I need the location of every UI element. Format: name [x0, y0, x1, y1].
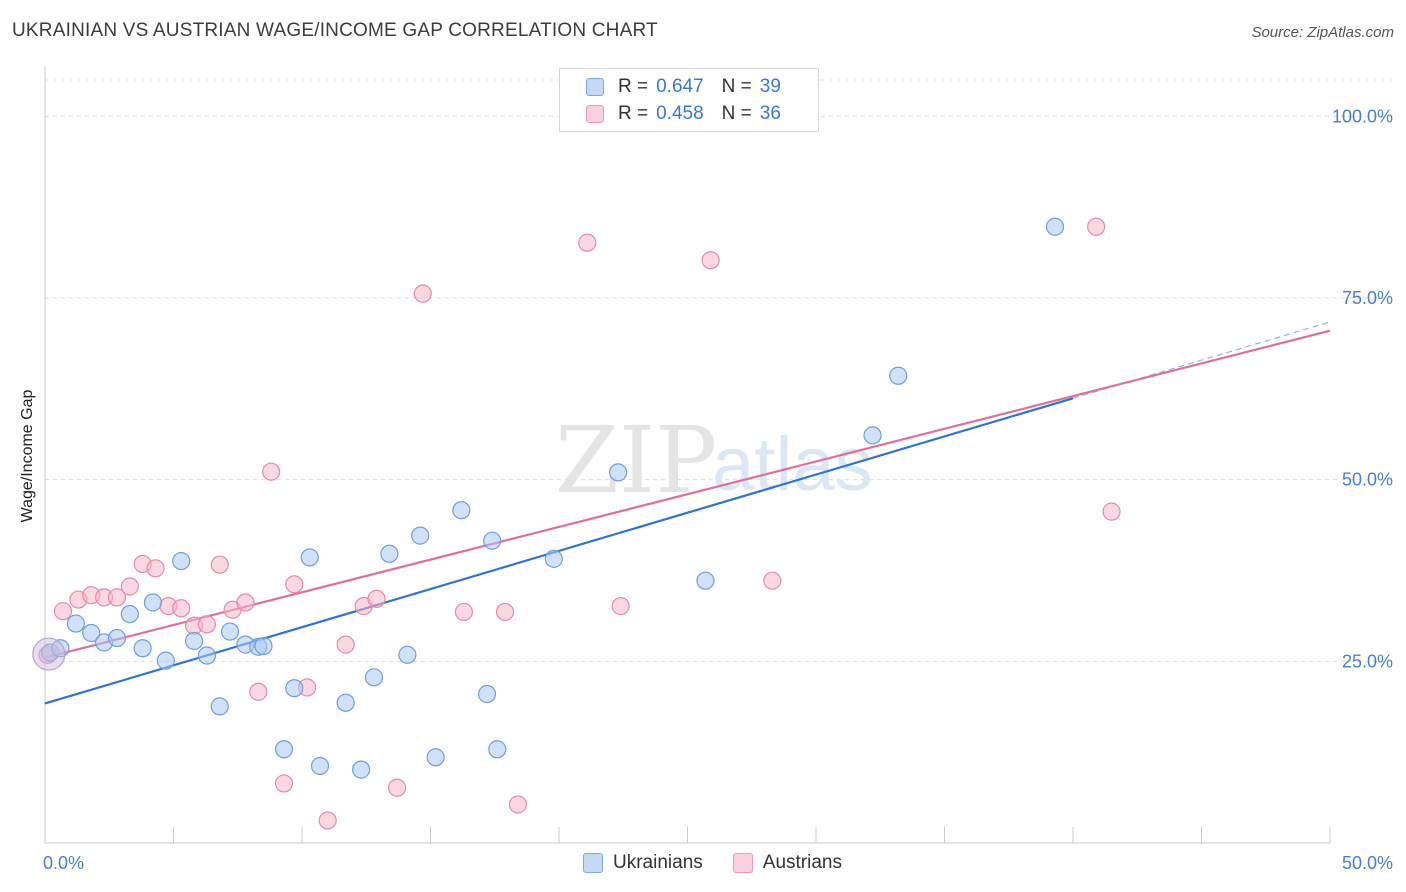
legend-r-value: 0.647 — [656, 76, 704, 97]
legend-r-label: R = — [618, 76, 649, 97]
bottom-legend-swatch-pink — [732, 853, 753, 873]
point-ukrainians — [172, 551, 191, 571]
point-austrians — [495, 602, 515, 622]
point-ukrainians — [254, 636, 273, 656]
point-austrians — [285, 575, 304, 594]
point-ukrainians — [364, 668, 384, 687]
legend-row-ukrainians: R = 0.647 N = 39 — [586, 74, 781, 100]
y-tick-label: 50.0% — [1342, 470, 1393, 490]
legend-r-value: 0.458 — [656, 103, 704, 124]
y-tick-label: 75.0% — [1342, 288, 1393, 308]
point-austrians — [262, 462, 281, 481]
point-austrians — [53, 602, 73, 621]
point-austrians — [146, 559, 165, 578]
legend: R = 0.647 N = 39 R = 0.458 N = 36 — [559, 68, 819, 132]
point-ukrainians — [274, 740, 294, 759]
y-tick-label: 100.0% — [1332, 106, 1393, 126]
legend-row-austrians: R = 0.458 N = 36 — [586, 101, 781, 127]
trendline-austrians — [44, 329, 1331, 659]
point-ukrainians — [352, 760, 371, 779]
point-austrians — [454, 602, 474, 622]
tick-labels: 25.0% 50.0% 75.0% 100.0% 0.0% 50.0% — [43, 106, 1393, 873]
point-cluster-origin — [32, 637, 66, 671]
axes — [44, 66, 1331, 844]
point-austrians — [172, 599, 191, 618]
source-label: Source: ZipAtlas.com — [1251, 24, 1394, 41]
point-ukrainians — [411, 526, 430, 545]
point-austrians — [249, 682, 268, 701]
point-austrians — [336, 635, 355, 654]
point-ukrainians — [1045, 217, 1065, 236]
point-ukrainians — [143, 593, 163, 612]
data-points — [32, 217, 1121, 830]
point-austrians — [210, 555, 229, 574]
point-austrians — [701, 251, 720, 270]
point-ukrainians — [210, 697, 229, 716]
x-tick-label: 50.0% — [1342, 853, 1393, 873]
point-austrians — [413, 284, 432, 303]
point-austrians — [387, 778, 407, 797]
bottom-legend-label: Ukrainians — [613, 852, 703, 873]
point-ukrainians — [483, 531, 502, 550]
legend-n-label: N = — [721, 103, 752, 124]
point-austrians — [197, 615, 217, 634]
point-austrians — [318, 811, 337, 830]
point-ukrainians — [184, 631, 204, 651]
point-austrians — [1102, 502, 1121, 521]
trendline-ukrainians — [44, 397, 1074, 705]
point-ukrainians — [156, 651, 175, 670]
point-ukrainians — [336, 693, 355, 712]
point-ukrainians — [696, 571, 715, 590]
point-ukrainians — [220, 622, 240, 641]
bottom-legend-ukrainians: Ukrainians — [583, 852, 703, 874]
bottom-legend: Ukrainians Austrians — [583, 852, 872, 874]
point-austrians — [578, 233, 597, 252]
point-ukrainians — [398, 645, 417, 664]
watermark-zip: ZIP — [555, 407, 717, 514]
point-ukrainians — [300, 548, 319, 567]
point-ukrainians — [544, 549, 563, 568]
point-austrians — [763, 571, 782, 590]
watermark-atlas: atlas — [712, 422, 873, 507]
point-austrians — [367, 589, 386, 608]
point-ukrainians — [609, 463, 628, 482]
point-austrians — [107, 588, 127, 607]
point-austrians — [274, 774, 294, 793]
point-ukrainians — [285, 679, 304, 698]
point-ukrainians — [66, 614, 85, 633]
point-ukrainians — [197, 646, 217, 665]
point-ukrainians — [426, 748, 445, 767]
point-ukrainians — [107, 628, 127, 648]
point-ukrainians — [310, 756, 330, 776]
point-ukrainians — [863, 426, 882, 445]
bottom-legend-swatch-blue — [583, 853, 603, 873]
y-tick-label: 25.0% — [1342, 651, 1393, 671]
point-ukrainians — [380, 544, 399, 563]
trend-lines — [44, 321, 1331, 705]
legend-n-value: 36 — [759, 103, 781, 124]
point-ukrainians — [133, 639, 152, 658]
point-austrians — [236, 593, 255, 612]
legend-swatch-pink — [586, 105, 604, 123]
point-ukrainians — [488, 740, 507, 759]
point-ukrainians — [120, 604, 139, 624]
point-ukrainians — [82, 623, 101, 643]
legend-swatch-blue — [586, 78, 604, 96]
x-tick-label: 0.0% — [43, 853, 84, 873]
point-ukrainians — [889, 366, 908, 385]
bottom-legend-austrians: Austrians — [732, 852, 842, 874]
bottom-legend-label: Austrians — [762, 852, 842, 873]
point-austrians — [1087, 217, 1106, 236]
point-austrians — [508, 795, 527, 814]
legend-r-label: R = — [618, 103, 649, 124]
chart-title: UKRAINIAN VS AUSTRIAN WAGE/INCOME GAP CO… — [12, 20, 658, 41]
point-ukrainians — [452, 501, 471, 520]
legend-n-label: N = — [721, 76, 752, 97]
grid-lines — [45, 79, 1392, 662]
legend-n-value: 39 — [759, 76, 781, 97]
point-austrians — [611, 597, 630, 616]
point-ukrainians — [477, 684, 497, 704]
point-austrians — [120, 577, 139, 596]
